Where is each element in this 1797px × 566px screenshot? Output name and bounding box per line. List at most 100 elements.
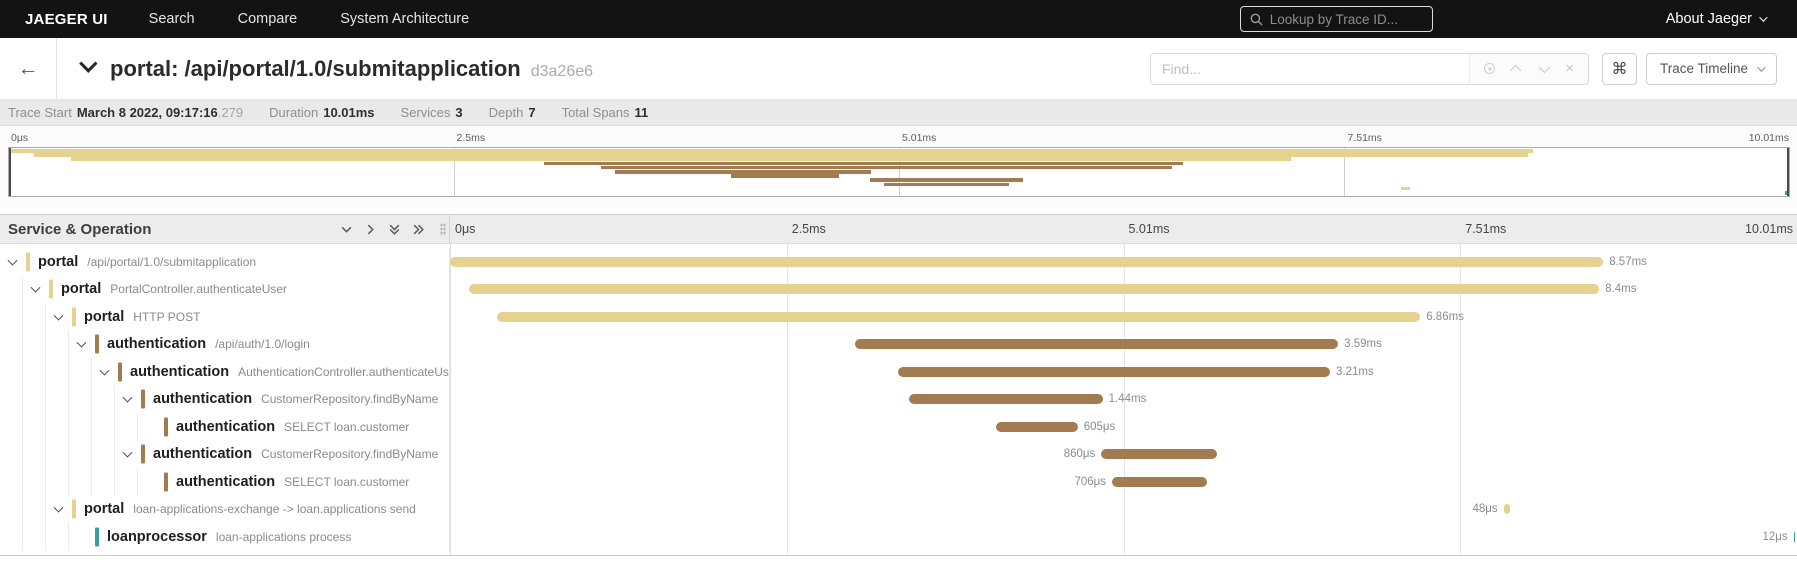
- span-timeline-cell[interactable]: 860μs: [450, 441, 1797, 469]
- span-name-cell[interactable]: portal PortalController.authenticateUser: [0, 275, 450, 303]
- expand-chevron-icon[interactable]: [30, 282, 41, 293]
- tree-indent-guide: [91, 440, 92, 468]
- span-bar[interactable]: [468, 284, 1600, 295]
- span-timeline-cell[interactable]: 6.86ms: [450, 303, 1797, 331]
- collapse-all-icon[interactable]: [388, 223, 401, 236]
- operation-name: /api/portal/1.0/submitapplication: [87, 254, 257, 269]
- summary-value: March 8 2022, 09:17:16.279: [76, 105, 244, 120]
- expand-chevron-icon[interactable]: [53, 502, 64, 513]
- app-logo[interactable]: JAEGER UI: [25, 10, 108, 28]
- tree-indent-guide: [45, 330, 46, 358]
- collapse-trace-chevron-icon[interactable]: [79, 54, 98, 73]
- span-name-cell[interactable]: portal/api/portal/1.0/submitapplication: [0, 248, 450, 276]
- span-timeline-cell[interactable]: 12μs: [450, 523, 1797, 551]
- tree-indent-guide: [22, 468, 23, 496]
- span-duration-label: 860μs: [1063, 448, 1096, 461]
- minimap-span-bar: [601, 165, 1172, 170]
- span-row[interactable]: loanprocessor loan-applications process 12…: [0, 523, 1797, 551]
- span-name-cell[interactable]: portal HTTP POST: [0, 303, 450, 331]
- operation-name: CustomerRepository.findByName: [261, 447, 439, 462]
- summary-value: 11: [634, 105, 649, 120]
- span-bar[interactable]: [855, 339, 1339, 350]
- trace-id-lookup-input[interactable]: [1269, 11, 1447, 27]
- service-name: authentication: [153, 446, 253, 463]
- nav-item-compare[interactable]: Compare: [237, 11, 298, 27]
- tree-indent-guide: [91, 468, 92, 496]
- trace-view-selector[interactable]: Trace Timeline: [1645, 52, 1777, 85]
- next-match-icon[interactable]: [1538, 61, 1551, 73]
- keyboard-shortcuts-button[interactable]: ⌘: [1601, 52, 1637, 85]
- span-bar[interactable]: [908, 394, 1103, 405]
- span-bar[interactable]: [898, 366, 1331, 377]
- span-name-cell[interactable]: authentication CustomerRepository.findByN…: [0, 440, 450, 468]
- span-timeline-cell[interactable]: 48μs: [450, 496, 1797, 524]
- span-row[interactable]: authentication CustomerRepository.findByN…: [0, 440, 1797, 469]
- span-name-cell[interactable]: authentication AuthenticationController.a…: [0, 358, 450, 386]
- span-timeline-cell[interactable]: 706μs: [450, 468, 1797, 496]
- nav-item-system-architecture[interactable]: System Architecture: [340, 11, 470, 27]
- previous-match-icon[interactable]: [1510, 64, 1522, 76]
- back-button[interactable]: ←: [0, 38, 57, 99]
- span-row[interactable]: portal HTTP POST 6.86ms: [0, 303, 1797, 331]
- span-bar[interactable]: [1101, 449, 1217, 460]
- expand-chevron-icon[interactable]: [122, 447, 133, 458]
- span-row[interactable]: authentication SELECT loan.customer 706μs: [0, 468, 1797, 496]
- service-name: portal: [84, 308, 125, 325]
- span-duration-label: 1.44ms: [1108, 393, 1147, 406]
- span-timeline-cell[interactable]: 605μs: [450, 413, 1797, 441]
- span-name-cell[interactable]: authentication/api/auth/1.0/login: [0, 330, 450, 358]
- tree-indent-guide: [68, 440, 69, 468]
- span-name-cell[interactable]: authentication SELECT loan.customer: [0, 468, 450, 496]
- span-bar[interactable]: [450, 256, 1604, 267]
- span-timeline-cell[interactable]: 8.4ms: [450, 276, 1797, 304]
- expand-all-icon[interactable]: [412, 223, 425, 236]
- span-row[interactable]: authentication CustomerRepository.findByN…: [0, 385, 1797, 414]
- about-jaeger-menu[interactable]: About Jaeger: [1666, 11, 1768, 27]
- minimap-left-scrub-handle[interactable]: [9, 148, 11, 196]
- tree-indent-guide: [45, 468, 46, 496]
- span-bar[interactable]: [497, 311, 1421, 322]
- timeline-tick-label: 2.5ms: [791, 222, 826, 236]
- span-bar[interactable]: [1112, 476, 1208, 487]
- span-timeline-cell[interactable]: 3.21ms: [450, 358, 1797, 386]
- span-row[interactable]: portal/api/portal/1.0/submitapplication 8…: [0, 248, 1797, 276]
- minimap-span-row: [9, 169, 1789, 174]
- expand-chevron-icon[interactable]: [76, 337, 87, 348]
- expand-chevron-icon[interactable]: [53, 310, 64, 321]
- collapse-one-icon[interactable]: [340, 223, 353, 236]
- span-row[interactable]: portal loan-applications-exchange -> loan…: [0, 495, 1797, 524]
- expand-chevron-icon[interactable]: [122, 392, 133, 403]
- span-name-cell[interactable]: loanprocessor loan-applications process: [0, 523, 450, 551]
- clear-find-icon[interactable]: ×: [1565, 60, 1574, 77]
- minimap-span-bar: [1401, 186, 1410, 191]
- span-bar[interactable]: [996, 421, 1078, 432]
- span-name-cell[interactable]: authentication SELECT loan.customer: [0, 413, 450, 441]
- timeline-tick-label: 5.01ms: [1128, 222, 1170, 236]
- span-timeline-cell[interactable]: 8.57ms: [450, 248, 1797, 276]
- span-row[interactable]: authentication/api/auth/1.0/login 3.59ms: [0, 330, 1797, 359]
- expand-one-icon[interactable]: [364, 223, 377, 236]
- operation-name: SELECT loan.customer: [284, 474, 410, 489]
- span-bar[interactable]: [1503, 504, 1511, 515]
- span-row[interactable]: authentication SELECT loan.customer 605μs: [0, 413, 1797, 441]
- span-timeline-cell[interactable]: 1.44ms: [450, 386, 1797, 414]
- service-name: authentication: [176, 418, 276, 435]
- nav-item-search[interactable]: Search: [148, 11, 195, 27]
- find-input[interactable]: [1150, 53, 1470, 84]
- minimap-right-scrub-handle[interactable]: [1787, 148, 1789, 196]
- minimap-canvas[interactable]: [8, 147, 1790, 197]
- span-row[interactable]: portal PortalController.authenticateUser 8…: [0, 275, 1797, 304]
- summary-value: 7: [528, 105, 536, 120]
- column-resize-handle[interactable]: [440, 222, 446, 236]
- expand-chevron-icon[interactable]: [99, 365, 110, 376]
- span-bar[interactable]: [1793, 531, 1796, 542]
- focus-match-icon[interactable]: [1484, 63, 1496, 74]
- span-row[interactable]: authentication AuthenticationController.a…: [0, 358, 1797, 386]
- service-name: portal: [61, 281, 102, 298]
- span-name-cell[interactable]: authentication CustomerRepository.findByN…: [0, 385, 450, 413]
- span-name-cell[interactable]: portal loan-applications-exchange -> loan…: [0, 495, 450, 523]
- expand-chevron-icon[interactable]: [7, 255, 18, 266]
- span-timeline-cell[interactable]: 3.59ms: [450, 331, 1797, 359]
- span-name-label: portal PortalController.authenticateUser: [61, 280, 287, 298]
- timeline-tick-label: 7.51ms: [1347, 132, 1382, 144]
